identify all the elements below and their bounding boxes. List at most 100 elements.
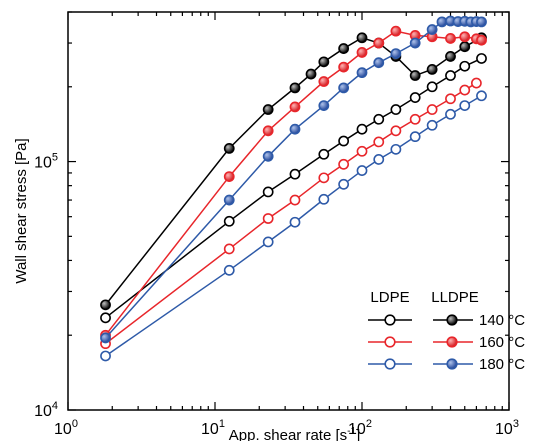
data-point — [289, 194, 301, 206]
data-point — [426, 104, 438, 115]
data-point — [338, 82, 350, 94]
data-point — [373, 57, 385, 69]
data-point — [318, 56, 330, 68]
data-point — [318, 148, 330, 160]
data-point — [470, 77, 482, 89]
legend-marker-lldpe — [446, 336, 458, 348]
data-point — [476, 90, 487, 102]
data-point — [100, 299, 111, 311]
data-point — [262, 150, 274, 162]
legend-marker-lldpe — [446, 314, 458, 326]
data-point — [445, 70, 456, 81]
data-point — [390, 143, 402, 155]
data-point — [223, 243, 235, 255]
y-tick-label: 104 — [34, 400, 58, 420]
legend-marker-ldpe — [384, 314, 396, 326]
data-point — [262, 213, 274, 224]
data-point — [409, 70, 421, 81]
series-ldpe-140 — [100, 53, 487, 324]
data-point — [338, 61, 350, 73]
series-ldpe-180 — [100, 90, 487, 362]
data-point — [390, 104, 402, 115]
data-point — [223, 194, 235, 206]
data-point — [459, 31, 471, 43]
data-point — [289, 216, 301, 228]
data-point — [356, 67, 368, 79]
data-point — [262, 236, 274, 248]
data-point — [289, 168, 301, 180]
data-point — [459, 84, 471, 96]
data-point — [459, 60, 471, 72]
data-point — [459, 100, 471, 111]
data-point — [390, 125, 402, 137]
data-point — [100, 312, 111, 324]
legend-label-temperature: 140 °C — [479, 312, 525, 329]
data-point — [409, 113, 421, 125]
data-point — [445, 108, 456, 120]
data-point — [223, 142, 235, 154]
series-line — [105, 57, 482, 319]
x-tick-label: 103 — [495, 418, 519, 438]
data-point — [262, 125, 274, 137]
x-axis-label: App. shear rate [s-1] — [229, 426, 360, 441]
data-point — [223, 171, 235, 182]
data-point — [338, 158, 350, 170]
data-point — [476, 34, 487, 46]
data-point — [289, 123, 301, 135]
series-line — [104, 30, 482, 336]
data-point — [445, 93, 456, 105]
data-point — [318, 193, 330, 205]
data-point — [262, 186, 274, 198]
data-point — [373, 37, 385, 49]
data-point — [100, 332, 111, 344]
data-point — [305, 68, 317, 80]
series-lldpe-160 — [100, 25, 487, 341]
data-point — [426, 81, 438, 93]
data-point — [338, 135, 350, 147]
data-point — [100, 350, 111, 362]
data-point — [373, 113, 385, 125]
legend-marker-ldpe — [384, 336, 396, 348]
data-point — [445, 51, 456, 62]
legend-label-temperature: 160 °C — [479, 334, 525, 351]
data-point — [426, 24, 438, 35]
data-point — [223, 264, 235, 276]
data-point — [356, 123, 368, 135]
data-point — [476, 53, 487, 64]
data-point — [476, 16, 487, 28]
y-tick-label: 105 — [34, 152, 58, 172]
data-point — [390, 48, 402, 60]
data-point — [426, 63, 438, 75]
series-lldpe-180 — [100, 15, 487, 344]
series-line — [104, 20, 482, 339]
data-point — [289, 101, 301, 113]
series-layer — [100, 15, 487, 362]
data-point — [373, 154, 385, 165]
axes: 100 101 102 103 104 105 App. shear rate [s-1] W… — [13, 11, 519, 441]
data-point — [318, 172, 330, 184]
data-point — [223, 215, 235, 227]
data-point — [338, 43, 350, 54]
x-tick-label: 100 — [54, 418, 78, 438]
data-point — [409, 37, 421, 49]
data-point — [356, 47, 368, 58]
data-point — [289, 82, 301, 94]
data-point — [318, 76, 330, 87]
legend-header-ldpe: LDPE — [370, 289, 409, 306]
data-point — [390, 25, 402, 37]
data-point — [356, 145, 368, 157]
series-lldpe-140 — [100, 32, 487, 311]
data-point — [409, 92, 421, 103]
data-point — [318, 100, 330, 111]
data-point — [338, 178, 350, 190]
data-point — [373, 136, 385, 148]
series-line — [105, 82, 477, 345]
data-point — [445, 33, 456, 44]
plot-frame — [67, 11, 510, 411]
legend-marker-ldpe — [384, 358, 396, 370]
y-axis-label: Wall shear stress [Pa] — [13, 138, 30, 283]
data-point — [262, 104, 274, 115]
data-point — [356, 165, 368, 176]
